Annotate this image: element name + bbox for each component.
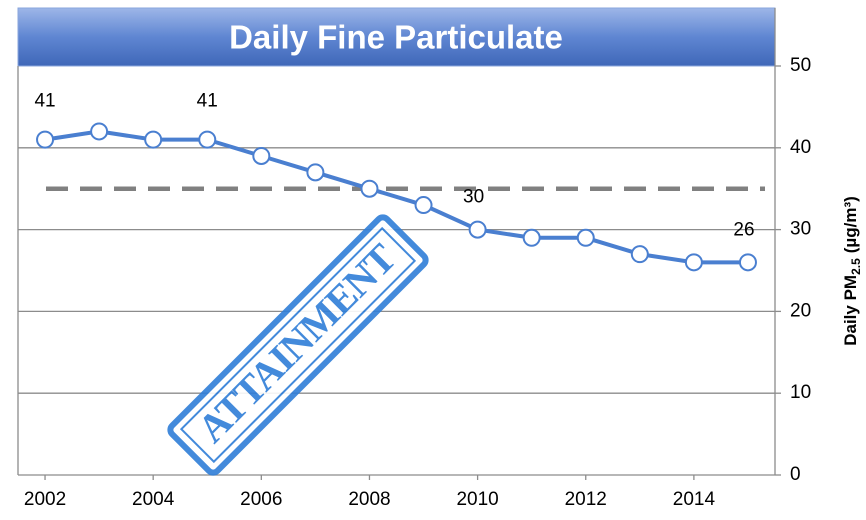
point: [416, 197, 432, 213]
x-tick-label: 2008: [348, 489, 390, 510]
y-tick-label: 0: [790, 464, 801, 485]
point: [361, 181, 377, 197]
data-label: 30: [463, 187, 484, 208]
point: [253, 148, 269, 164]
x-tick-label: 2006: [240, 489, 282, 510]
point: [740, 254, 756, 270]
x-tick-label: 2014: [673, 489, 716, 510]
y-tick-label: 50: [790, 55, 811, 76]
point: [686, 254, 702, 270]
y-tick-label: 10: [790, 382, 811, 403]
x-tick-label: 2004: [132, 489, 175, 510]
point: [37, 132, 53, 148]
chart-title: Daily Fine Particulate: [229, 19, 563, 56]
chart: Daily Fine Particulate 0 10 20 30 40 50 2002 20…: [0, 0, 866, 520]
y-label-main: Daily PM: [841, 275, 860, 346]
point: [470, 222, 486, 238]
data-label: 41: [34, 91, 55, 112]
point: [199, 132, 215, 148]
point: [91, 123, 107, 139]
y-tick-label: 40: [790, 137, 811, 158]
point: [307, 164, 323, 180]
y-axis-label: Daily PM2.5 (µg/m³): [841, 196, 863, 346]
y-label-sub: 2.5: [849, 258, 863, 275]
x-tick-label: 2010: [456, 489, 498, 510]
stamp: ATTAINMENT: [168, 215, 428, 475]
y-label-unit: (µg/m³): [841, 196, 860, 253]
x-tick-label: 2002: [24, 489, 66, 510]
y-tick-label: 30: [790, 219, 811, 240]
point: [578, 230, 594, 246]
stamp-text: ATTAINMENT: [189, 235, 405, 451]
point: [145, 132, 161, 148]
data-label: 26: [733, 219, 754, 240]
data-label: 41: [197, 91, 218, 112]
point: [632, 246, 648, 262]
point: [524, 230, 540, 246]
x-tick-label: 2012: [565, 489, 607, 510]
y-tick-label: 20: [790, 300, 811, 321]
